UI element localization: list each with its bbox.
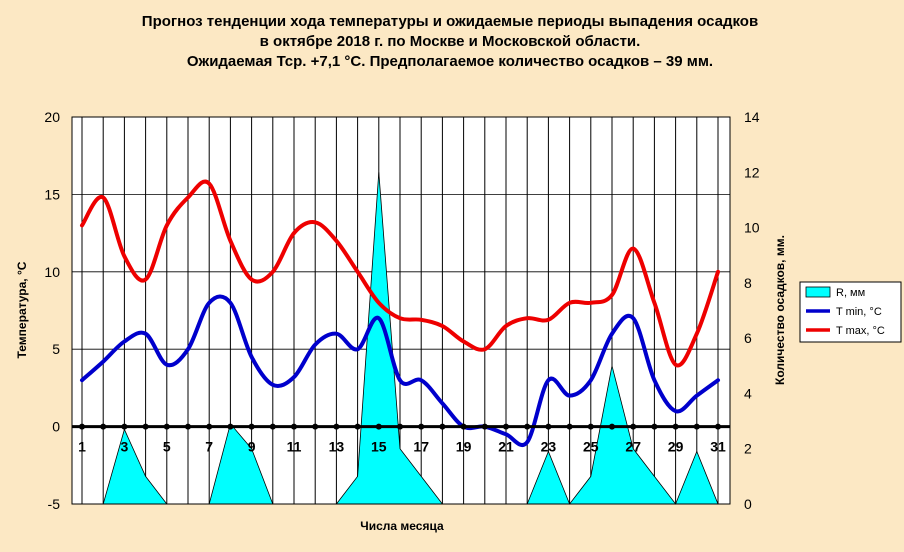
- x-tick-label: 15: [371, 439, 387, 455]
- zero-marker-day-3: [121, 423, 128, 430]
- y-left-tick-label: -5: [48, 496, 61, 512]
- zero-marker-day-13: [333, 423, 340, 430]
- y-right-tick-label: 6: [744, 330, 752, 346]
- y-axis-left-ticks: -5 0 5 10 15 20: [44, 109, 60, 512]
- x-tick-label: 3: [121, 439, 129, 455]
- x-tick-label: 5: [163, 439, 171, 455]
- zero-marker-day-20: [481, 423, 488, 430]
- y-left-tick-label: 0: [52, 419, 60, 435]
- zero-marker-day-22: [524, 423, 531, 430]
- x-tick-label: 31: [710, 439, 726, 455]
- x-tick-label: 27: [625, 439, 641, 455]
- zero-marker-day-18: [439, 423, 446, 430]
- legend: R, мм T min, °C T max, °C: [799, 281, 902, 343]
- x-tick-label: 29: [668, 439, 684, 455]
- y-right-tick-label: 0: [744, 496, 752, 512]
- zero-marker-day-2: [100, 423, 107, 430]
- x-tick-label: 19: [456, 439, 472, 455]
- zero-marker-day-14: [354, 423, 361, 430]
- x-tick-label: 25: [583, 439, 599, 455]
- y-right-tick-label: 8: [744, 275, 752, 291]
- y-right-tick-label: 14: [744, 109, 760, 125]
- zero-marker-day-7: [206, 423, 213, 430]
- x-tick-label: 9: [248, 439, 256, 455]
- chart-title: Прогноз тенденции хода температуры и ожи…: [142, 13, 758, 70]
- y-axis-left-title: Температура, °С: [15, 261, 29, 358]
- legend-label-tmin: T min, °C: [836, 306, 882, 318]
- zero-marker-day-12: [312, 423, 319, 430]
- zero-axis: [72, 423, 730, 430]
- x-tick-label: 21: [498, 439, 514, 455]
- zero-marker-day-4: [142, 423, 149, 430]
- zero-marker-day-30: [693, 423, 700, 430]
- x-tick-label: 23: [541, 439, 557, 455]
- y-left-tick-label: 10: [44, 264, 60, 280]
- series-line-tmax: [80, 179, 720, 368]
- y-axis-right-title: Количество осадков, мм.: [773, 235, 787, 385]
- zero-marker-day-27: [630, 423, 637, 430]
- title-line-2: в октябре 2018 г. по Москве и Московской…: [260, 33, 641, 50]
- x-tick-label: 17: [413, 439, 429, 455]
- zero-marker-day-28: [651, 423, 658, 430]
- y-axis-right-ticks: 0 2 4 6 8 10 12 14: [744, 109, 760, 512]
- zero-marker-day-25: [587, 423, 594, 430]
- zero-marker-day-31: [715, 423, 721, 430]
- zero-marker-day-24: [566, 423, 573, 430]
- zero-marker-day-29: [672, 423, 679, 430]
- title-line-1: Прогноз тенденции хода температуры и ожи…: [142, 13, 758, 30]
- zero-marker-day-19: [460, 423, 467, 430]
- y-right-tick-label: 2: [744, 441, 752, 457]
- zero-marker-day-9: [248, 423, 255, 430]
- zero-marker-day-21: [503, 423, 509, 430]
- x-tick-label: 13: [329, 439, 345, 455]
- zero-marker-day-11: [291, 423, 297, 430]
- y-left-tick-label: 15: [44, 186, 60, 202]
- zero-marker-day-8: [227, 423, 234, 430]
- title-line-3: Ожидаемая Тср. +7,1 °С. Предполагаемое к…: [187, 53, 713, 70]
- x-tick-label: 1: [78, 439, 86, 455]
- zero-marker-day-17: [418, 423, 425, 430]
- x-tick-label: 11: [287, 439, 302, 455]
- y-right-tick-label: 10: [744, 220, 760, 236]
- y-left-tick-label: 20: [44, 109, 60, 125]
- plot-frame: [71, 116, 731, 505]
- zero-marker-day-16: [397, 423, 403, 430]
- zero-marker-day-26: [609, 423, 615, 430]
- y-right-tick-label: 4: [744, 385, 752, 401]
- x-axis-title: Числа месяца: [360, 519, 444, 533]
- zero-marker-day-10: [269, 423, 276, 430]
- temperature-lines: [80, 179, 720, 447]
- x-axis-ticks: 1 3 5 7 9 11 13 15 17 19 21 23 25 27 29 31: [78, 439, 726, 455]
- zero-marker-day-15: [375, 423, 382, 430]
- zero-marker-day-6: [185, 423, 191, 430]
- zero-marker-day-5: [163, 423, 170, 430]
- zero-marker-day-23: [545, 423, 552, 430]
- series-line-tmin: [80, 294, 720, 447]
- y-left-tick-label: 5: [52, 341, 60, 357]
- x-tick-label: 7: [205, 439, 213, 455]
- y-right-tick-label: 12: [744, 164, 760, 180]
- zero-marker-day-1: [79, 423, 85, 430]
- legend-swatch-r: [805, 286, 831, 298]
- legend-label-r: R, мм: [836, 287, 865, 299]
- legend-label-tmax: T max, °C: [836, 325, 885, 337]
